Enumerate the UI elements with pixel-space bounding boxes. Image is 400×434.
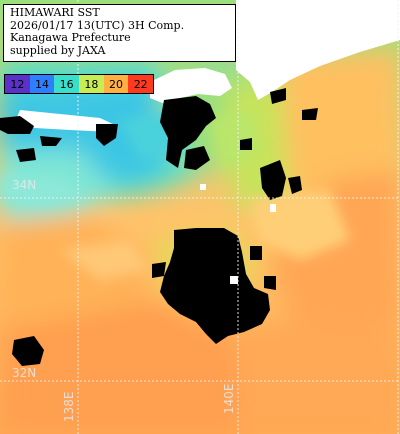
legend-item-18: 18	[79, 75, 104, 93]
land-honshu	[236, 0, 400, 100]
temperature-legend: 12 14 16 18 20 22	[4, 74, 154, 94]
legend-label: 18	[84, 77, 99, 91]
lon-label-138e: 138E	[62, 391, 76, 423]
cloud-mask	[0, 88, 318, 366]
legend-item-20: 20	[103, 75, 129, 93]
land-speck	[230, 276, 238, 284]
legend-label: 12	[10, 77, 25, 91]
info-box: HIMAWARI SST 2026/01/17 13(UTC) 3H Comp.…	[3, 4, 236, 62]
info-date: 2026/01/17 13(UTC) 3H Comp.	[10, 18, 185, 32]
legend-item-12: 12	[5, 75, 30, 93]
legend-item-22: 22	[128, 75, 154, 93]
info-region: Kanagawa Prefecture	[10, 31, 131, 44]
legend-label: 20	[109, 77, 124, 91]
legend-label: 16	[59, 77, 74, 91]
land-speck	[270, 204, 276, 212]
lat-label-32n: 32N	[12, 366, 37, 380]
land-speck	[200, 184, 206, 190]
info-title: HIMAWARI SST	[10, 6, 100, 19]
legend-label: 14	[35, 77, 49, 91]
lat-label-34n: 34N	[12, 178, 37, 192]
sst-detail-field	[0, 110, 350, 280]
legend-item-14: 14	[29, 75, 55, 93]
info-source: supplied by JAXA	[10, 43, 106, 57]
legend-item-16: 16	[54, 75, 80, 93]
land-coast-west	[15, 110, 115, 132]
legend-label: 22	[133, 77, 148, 91]
land-tokyo-bay-area	[150, 68, 232, 104]
lon-label-140e: 140E	[222, 383, 236, 415]
